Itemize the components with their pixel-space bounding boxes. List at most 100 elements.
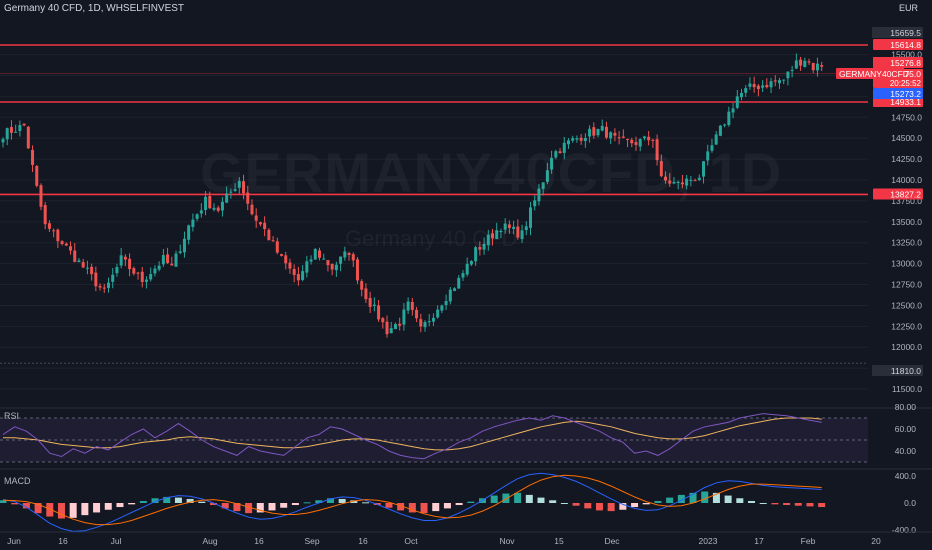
candle-body (529, 207, 532, 228)
time-tick-label: 17 (754, 536, 764, 546)
candle-body (26, 126, 30, 149)
candle-body (111, 274, 115, 282)
rsi-line (2, 413, 822, 460)
macd-histogram-bar (280, 503, 288, 508)
macd-histogram-bar (303, 502, 311, 504)
macd-histogram-bar (537, 497, 545, 503)
macd-histogram-bar (151, 498, 159, 503)
price-axis[interactable]: 15500.015250.015000.014750.014500.014250… (891, 50, 922, 535)
candle-body (187, 225, 191, 240)
candle-body (465, 263, 469, 275)
candle-body (326, 260, 330, 266)
price-tick-label: 14500.0 (891, 133, 922, 143)
macd-tick-label: -400.0 (892, 525, 916, 535)
candle-body (389, 328, 393, 334)
candle-body (191, 219, 195, 228)
candle-body (263, 222, 267, 230)
candle-body (786, 71, 790, 79)
candle-body (9, 127, 13, 133)
macd-histogram-bar (724, 495, 732, 503)
macd-histogram-bar (163, 496, 171, 503)
watermark-name: Germany 40 CFD (345, 226, 518, 251)
macd-tick-label: 400.0 (895, 471, 917, 481)
candle-body (161, 255, 165, 265)
candle-body (322, 258, 326, 260)
candle-body (250, 204, 254, 215)
candle-body (64, 243, 68, 246)
candle-body (144, 279, 148, 282)
candle-body (415, 309, 419, 319)
candle-body (761, 85, 765, 88)
candle-body (343, 251, 347, 258)
candle-body (296, 274, 300, 281)
macd-pane-label[interactable]: MACD (4, 476, 31, 486)
macd-histogram-bar (210, 503, 218, 506)
candle-body (448, 289, 452, 302)
price-tick-label: 11500.0 (892, 384, 922, 394)
rsi-pane (0, 407, 932, 463)
candle-body (613, 132, 617, 136)
time-tick-label: Nov (499, 536, 515, 546)
candle-body (398, 323, 402, 326)
candle-body (372, 304, 376, 307)
candle-body (69, 246, 73, 251)
candle-body (440, 305, 444, 311)
macd-histogram-bar (338, 498, 346, 503)
macd-histogram-bar (46, 503, 54, 517)
macd-histogram-bar (712, 492, 720, 503)
candle-body (208, 196, 212, 209)
candle-body (153, 268, 157, 274)
candle-body (626, 138, 630, 140)
candle-body (39, 185, 43, 207)
candle-body (347, 253, 351, 255)
last-price-value: 15275.0 (890, 69, 921, 79)
candle-body (634, 142, 638, 145)
candle-body (583, 137, 587, 142)
ask-value: 15276.8 (890, 58, 921, 68)
price-tick-label: 15500.0 (891, 50, 922, 60)
candle-body (85, 267, 89, 269)
candle-body (381, 318, 385, 323)
time-tick-label: 15 (554, 536, 564, 546)
candle-body (423, 322, 427, 328)
macd-histogram-bar (794, 503, 802, 506)
time-tick-label: 16 (358, 536, 368, 546)
candle-body (339, 256, 343, 264)
candle-body (31, 149, 35, 165)
macd-histogram-bar (315, 500, 323, 503)
candle-body (550, 157, 554, 170)
candle-body (258, 222, 262, 225)
candle-body (178, 251, 182, 253)
time-axis[interactable]: Jun 16 Jul Aug 16 Sep 16 Oct Nov 15 Dec 2023 17 Feb 20 (0, 531, 932, 546)
candle-body (507, 224, 511, 228)
macd-histogram-bar (806, 503, 814, 507)
candle-body (512, 226, 516, 230)
macd-histogram-bar (198, 501, 206, 503)
candle-body (182, 238, 186, 253)
time-tick-label: 16 (58, 536, 68, 546)
candle-body (689, 179, 693, 181)
macd-histogram-bar (595, 503, 603, 511)
candle-body (305, 261, 309, 273)
macd-line (2, 472, 822, 532)
candle-body (782, 79, 786, 81)
bid-value: 15273.2 (890, 89, 921, 99)
macd-histogram-bar (420, 503, 428, 514)
candles (1, 53, 824, 338)
macd-histogram-bar (93, 503, 101, 513)
macd-histogram-bar (22, 503, 30, 509)
macd-histogram-bar (783, 503, 791, 506)
price-tick-label: 14000.0 (891, 175, 922, 185)
candle-body (461, 273, 465, 278)
macd-histogram-bar (104, 503, 112, 510)
macd-histogram-bar (818, 503, 826, 508)
signal-line (2, 474, 822, 526)
rsi-pane-label[interactable]: RSI (4, 411, 20, 421)
macd-histogram-bar (654, 500, 662, 503)
symbol-tag-box (836, 68, 905, 79)
symbol-title[interactable]: Germany 40 CFD, 1D, WHSELFINVEST (4, 3, 185, 14)
candle-body (406, 301, 410, 311)
time-tick-label: Aug (202, 536, 217, 546)
candle-body (284, 255, 288, 264)
